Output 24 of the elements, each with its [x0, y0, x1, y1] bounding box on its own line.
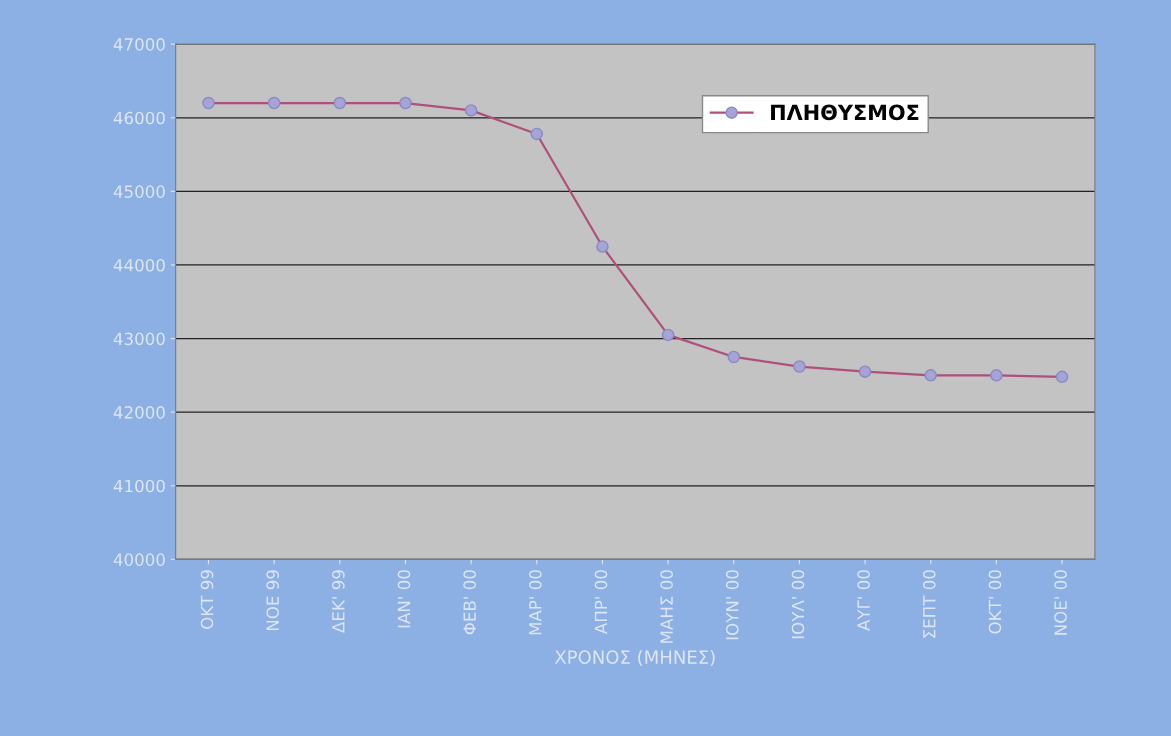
- x-tick-label: ΑΠΡ' 00: [594, 570, 608, 635]
- x-tick-label: ΟΚΤ' 00: [988, 570, 1002, 634]
- legend-label: ΠΛΗΘΥΣΜΟΣ: [771, 104, 919, 121]
- x-tick-label: ΜΑΗΣ 00: [660, 570, 673, 643]
- x-tick-label: ΣΕΠΤ 00: [922, 570, 936, 638]
- y-tick-label: 43000: [113, 332, 165, 346]
- x-tick-label: ΝΟΕ 99: [266, 570, 279, 631]
- x-axis-title: ΧΡΟΝΟΣ (ΜΗΝΕΣ): [554, 650, 715, 667]
- y-tick-label: 45000: [113, 185, 165, 198]
- x-tick-label: ΙΟΥΛ' 00: [791, 570, 805, 639]
- x-tick-label: ΜΑΡ' 00: [529, 570, 542, 635]
- x-tick-label: ΔΕΚ' 99: [332, 570, 345, 633]
- y-tick-label: 44000: [113, 258, 165, 272]
- y-tick-label: 46000: [113, 111, 165, 125]
- x-tick-label: ΦΕΒ' 00: [463, 570, 476, 635]
- x-tick-label: ΝΟΕ' 00: [1054, 570, 1067, 635]
- x-tick-label: ΙΟΥΝ' 00: [725, 570, 739, 640]
- y-tick-label: 40000: [113, 553, 165, 566]
- y-tick-label: 47000: [113, 38, 165, 51]
- x-tick-label: ΑΥΓ' 00: [857, 570, 870, 631]
- y-tick-label: 42000: [113, 406, 165, 419]
- x-tick-label: ΙΑΝ' 00: [397, 570, 411, 628]
- x-tick-label: ΟΚΤ 99: [200, 570, 214, 629]
- y-tick-label: 41000: [113, 479, 165, 493]
